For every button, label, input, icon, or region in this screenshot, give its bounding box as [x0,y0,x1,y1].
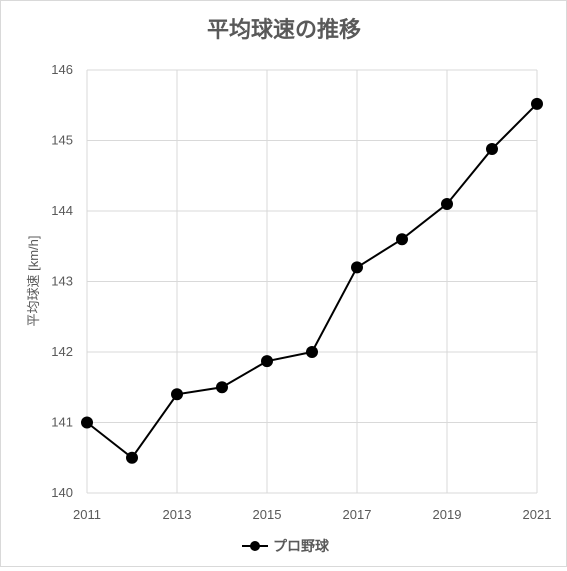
y-axis-ticks: 140 141 142 143 144 145 146 [51,62,73,500]
x-tick-label: 2013 [163,507,192,522]
x-tick-label: 2011 [73,507,101,522]
data-point[interactable] [396,233,408,246]
legend[interactable]: プロ野球 [242,538,330,554]
gridlines [86,69,538,494]
legend-label-series-0: プロ野球 [273,538,330,554]
x-tick-label: 2019 [433,507,462,522]
y-tick-label: 140 [51,485,73,500]
y-tick-label: 143 [51,274,73,289]
data-point[interactable] [216,381,228,394]
y-tick-label: 146 [51,62,73,77]
chart-title: 平均球速の推移 [207,17,361,42]
x-tick-label: 2021 [523,507,552,522]
y-tick-label: 144 [51,203,73,218]
data-point[interactable] [306,346,318,358]
data-point[interactable] [531,97,543,110]
series-line-0 [86,103,538,460]
y-tick-label: 145 [51,133,73,148]
data-point[interactable] [261,355,273,368]
y-tick-label: 141 [51,415,73,430]
data-point[interactable] [81,416,93,429]
x-axis-ticks: 2011 2013 2015 2017 2019 2021 [73,507,551,522]
data-point[interactable] [486,142,498,155]
series-plot [81,97,543,464]
y-tick-label: 142 [51,344,73,359]
data-point[interactable] [441,197,453,210]
x-tick-label: 2015 [253,507,282,522]
data-point[interactable] [126,451,138,464]
y-axis-label: 平均球速 [km/h] [26,235,41,326]
data-point[interactable] [351,261,363,274]
x-tick-label: 2017 [343,507,372,522]
data-point[interactable] [171,388,183,401]
legend-marker-swatch [250,541,260,551]
